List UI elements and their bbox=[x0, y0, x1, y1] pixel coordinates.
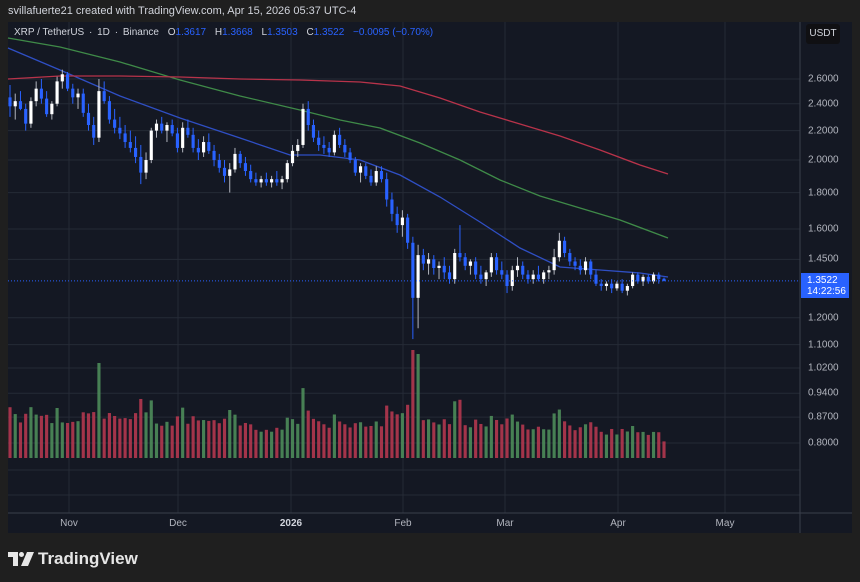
grid-lines bbox=[8, 22, 852, 533]
chart-credit: svillafuerte21 created with TradingView.… bbox=[8, 5, 357, 17]
high-value: 1.3668 bbox=[222, 27, 253, 38]
open-label: O bbox=[167, 27, 176, 38]
price-tick-label: 2.6000 bbox=[808, 73, 839, 85]
price-tick-label: 1.1000 bbox=[808, 339, 839, 351]
moving-average-lines bbox=[7, 37, 669, 278]
price-tick-label: 1.6000 bbox=[808, 223, 839, 235]
tradingview-logo-icon bbox=[8, 552, 34, 566]
price-tick-label: 1.8000 bbox=[808, 187, 839, 199]
last-price-tag: 1.3522 14:22:56 bbox=[801, 273, 849, 298]
candlestick-series bbox=[8, 69, 666, 340]
close-value: 1.3522 bbox=[313, 27, 345, 38]
price-tick-label: 1.2000 bbox=[808, 312, 839, 324]
volume-bars bbox=[8, 350, 666, 458]
exchange: Binance bbox=[122, 27, 159, 38]
last-price-value: 1.3522 bbox=[807, 275, 838, 286]
bar-countdown: 14:22:56 bbox=[807, 286, 846, 297]
price-tick-label: 2.2000 bbox=[808, 125, 839, 137]
price-tick-label: 1.4500 bbox=[808, 253, 839, 265]
low-value: 1.3503 bbox=[267, 27, 298, 38]
symbol-legend[interactable]: XRP / TetherUS · 1D · Binance O1.3617 H1… bbox=[14, 27, 434, 38]
time-tick-label: Apr bbox=[610, 518, 626, 529]
price-tick-label: 2.0000 bbox=[808, 154, 839, 166]
close-label: C bbox=[306, 27, 314, 38]
price-tick-label: 1.0200 bbox=[808, 362, 839, 374]
time-tick-label: Nov bbox=[60, 518, 78, 529]
time-tick-label: May bbox=[715, 518, 735, 529]
change-value: −0.0095 (−0.70%) bbox=[353, 27, 434, 38]
low-label: L bbox=[261, 27, 268, 38]
price-tick-label: 0.9400 bbox=[808, 387, 839, 399]
high-label: H bbox=[214, 27, 223, 38]
currency-badge[interactable]: USDT bbox=[806, 24, 840, 44]
interval[interactable]: 1D bbox=[97, 27, 110, 38]
symbol-name[interactable]: XRP / TetherUS bbox=[14, 27, 85, 38]
time-tick-label: Mar bbox=[496, 518, 514, 529]
time-tick-label: Dec bbox=[169, 518, 187, 529]
price-tick-label: 2.4000 bbox=[808, 98, 839, 110]
time-tick-label: Feb bbox=[394, 518, 412, 529]
price-tick-label: 0.8000 bbox=[808, 437, 839, 449]
open-value: 1.3617 bbox=[175, 27, 207, 38]
time-tick-label: 2026 bbox=[279, 518, 303, 529]
brand-name: TradingView bbox=[38, 549, 138, 568]
tradingview-brand[interactable]: TradingView bbox=[8, 549, 138, 569]
price-tick-label: 0.8700 bbox=[808, 411, 839, 423]
